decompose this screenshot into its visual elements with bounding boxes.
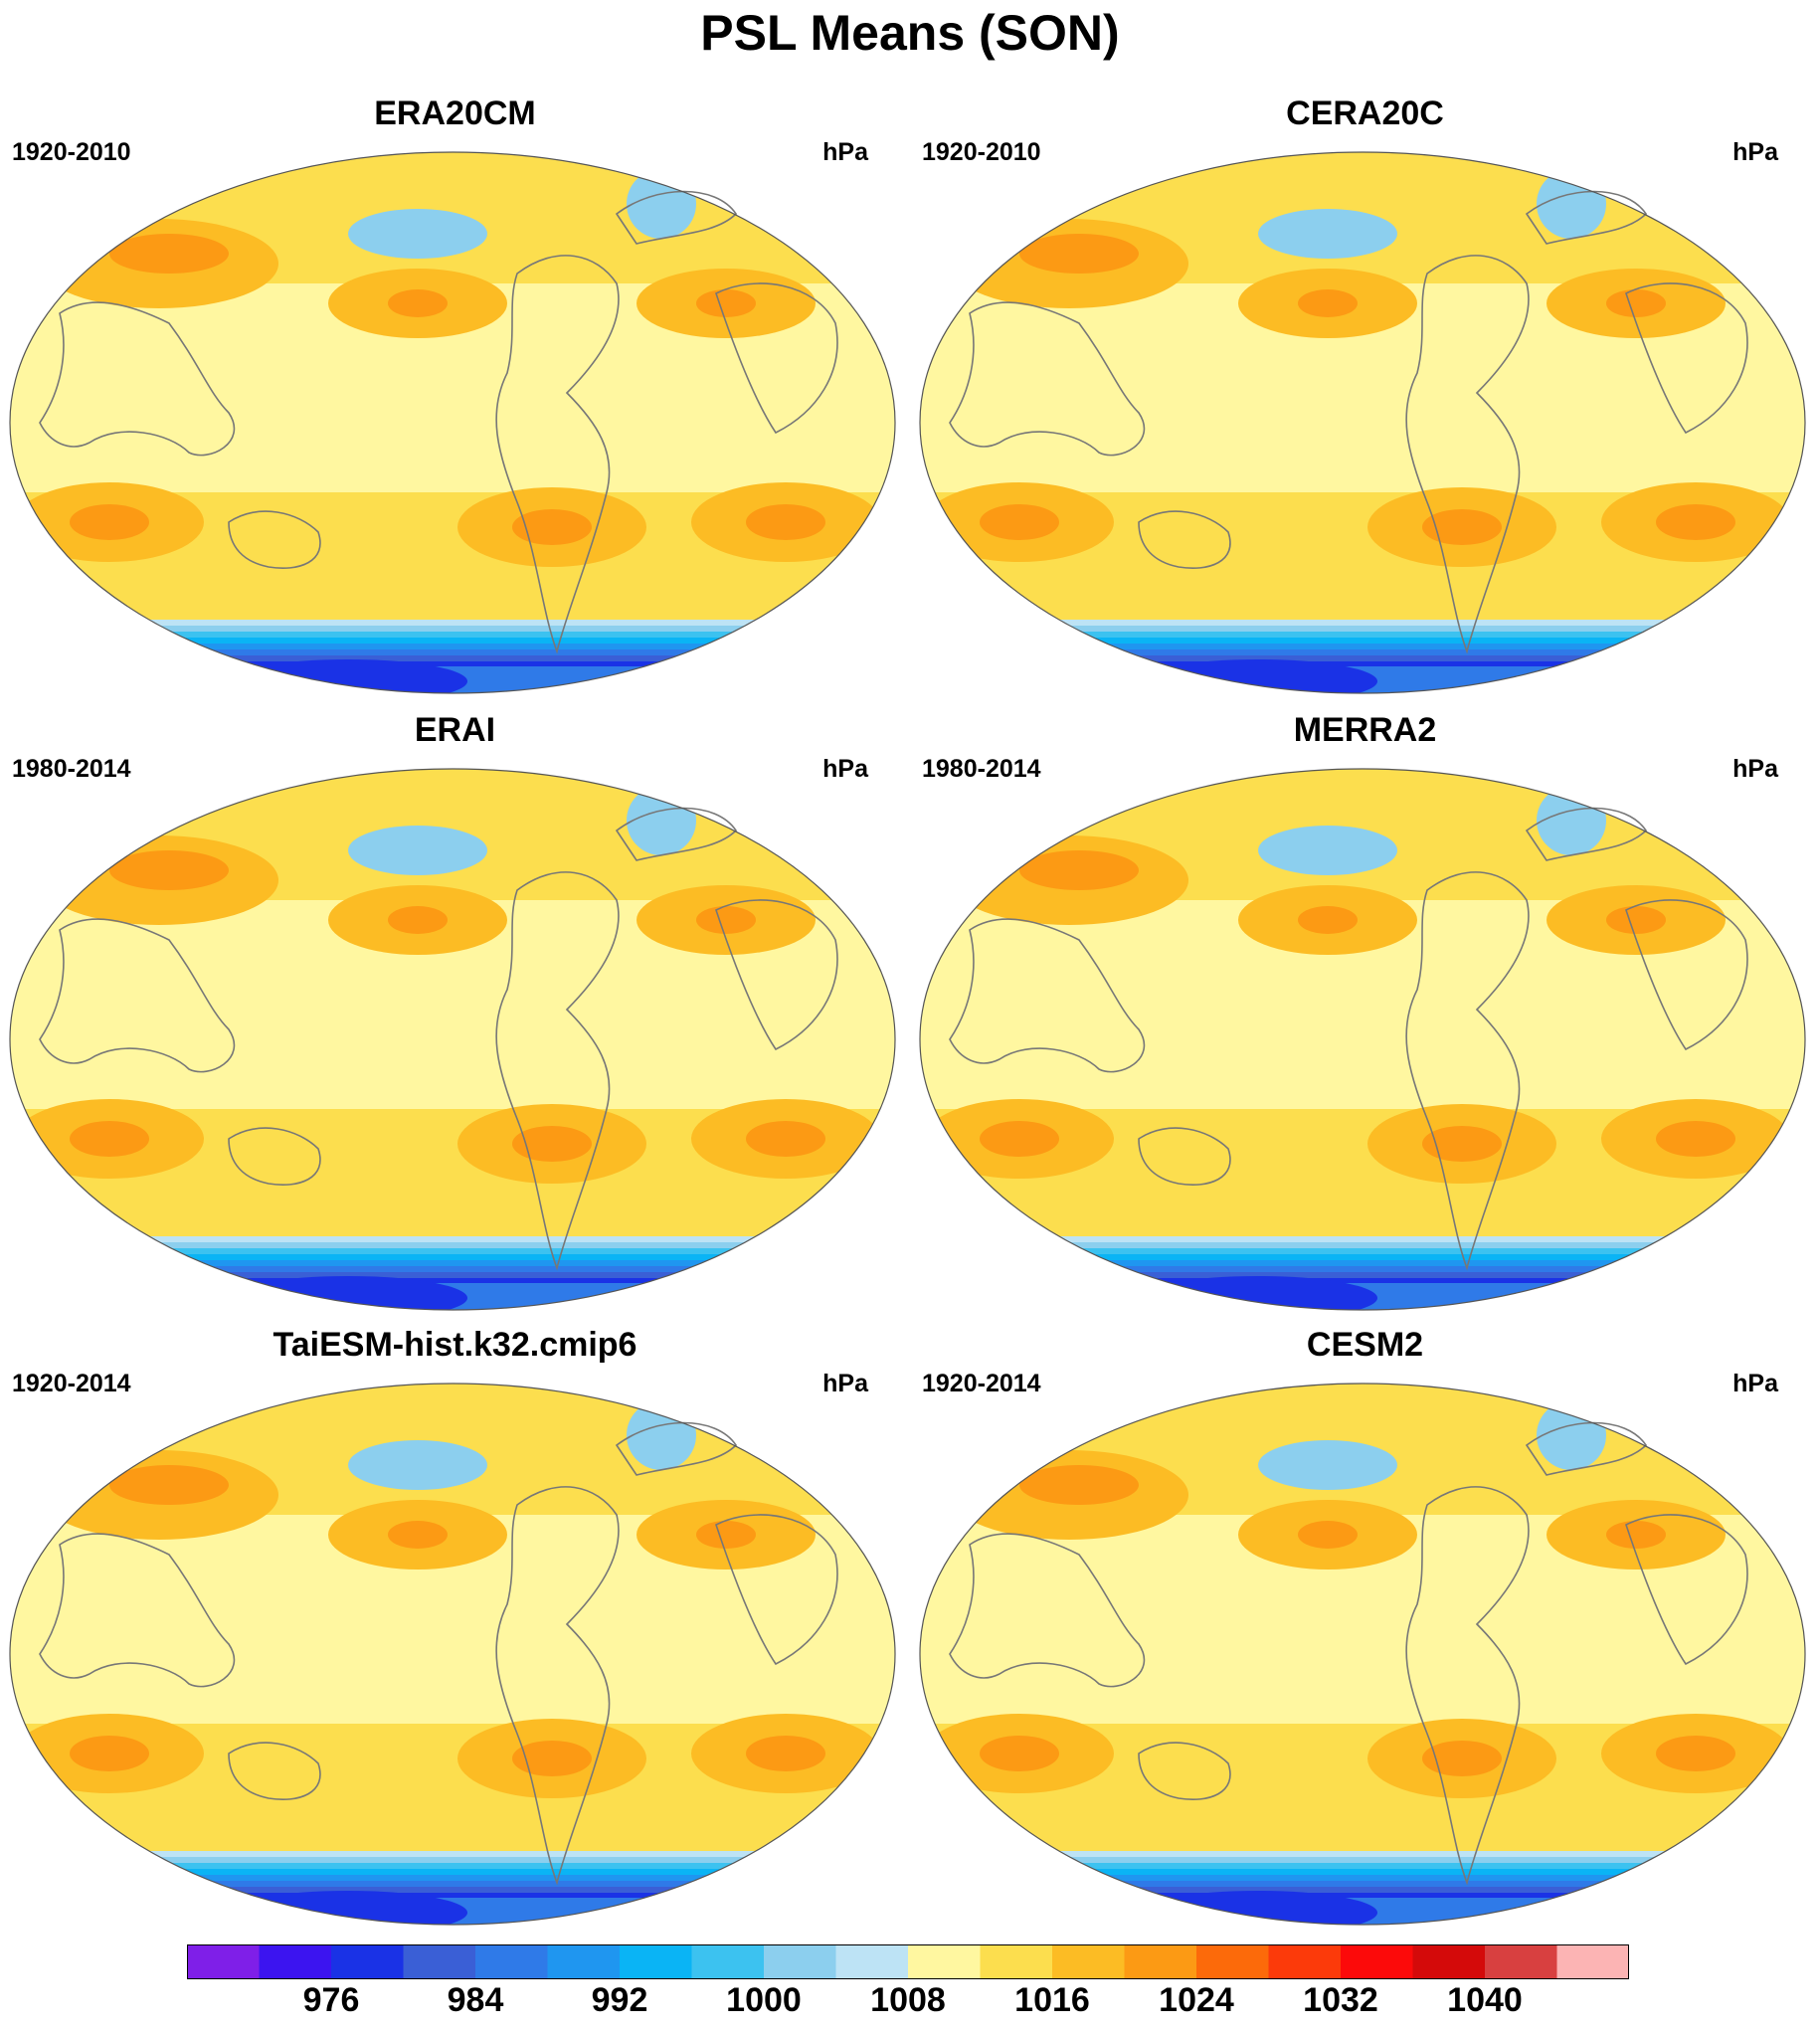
coastline [1405, 871, 1530, 1271]
panel-units: hPa [822, 755, 868, 783]
colorbar-swatch [1341, 1944, 1413, 1979]
colorbar-swatch [980, 1944, 1053, 1979]
panel-title: MERRA2 [1293, 711, 1437, 749]
coastline [1525, 190, 1648, 245]
coastline [1138, 510, 1231, 569]
colorbar-swatch [187, 1944, 260, 1979]
coastline [39, 301, 236, 457]
panel-title: CERA20C [1286, 94, 1444, 132]
coastline [39, 918, 236, 1073]
psl-map [919, 151, 1806, 694]
coastline [949, 918, 1146, 1073]
coastline [1625, 1514, 1748, 1666]
colorbar-swatch [475, 1944, 548, 1979]
coastline [949, 1533, 1146, 1688]
coastline [1625, 282, 1748, 435]
panel-title: ERAI [414, 711, 496, 749]
coastline [495, 255, 620, 654]
coastline [39, 1533, 236, 1688]
colorbar-swatch [691, 1944, 765, 1979]
colorbar-swatch [835, 1944, 909, 1979]
coastline [228, 1742, 321, 1800]
colorbar-tick-label: 992 [591, 1981, 648, 2019]
coastline [1138, 1127, 1231, 1186]
coastline [715, 1514, 838, 1666]
colorbar-tick-label: 1032 [1303, 1981, 1378, 2019]
map-panel: TaiESM-hist.k32.cmip6 1920-2014 hPa [0, 1326, 910, 1942]
coastline [495, 871, 620, 1271]
colorbar-swatch [1485, 1944, 1557, 1979]
colorbar-swatch [1196, 1944, 1269, 1979]
colorbar-tick-label: 984 [447, 1981, 504, 2019]
panel-units: hPa [1732, 138, 1778, 166]
map-panel: ERAI 1980-2014 hPa [0, 711, 910, 1328]
coastline [1525, 807, 1648, 861]
panel-title: TaiESM-hist.k32.cmip6 [273, 1326, 637, 1364]
psl-map [919, 1383, 1806, 1926]
coastline [228, 510, 321, 569]
panel-period: 1920-2010 [922, 138, 1041, 166]
colorbar-swatch [620, 1944, 692, 1979]
colorbar-swatch [908, 1944, 981, 1979]
panel-period: 1920-2014 [922, 1370, 1041, 1397]
panel-period: 1980-2014 [922, 755, 1041, 783]
coastline [949, 301, 1146, 457]
colorbar-tick-label: 1040 [1447, 1981, 1523, 2019]
colorbar-swatches [187, 1944, 1630, 1979]
psl-map [9, 151, 896, 694]
panel-units: hPa [822, 138, 868, 166]
colorbar-tick-label: 976 [302, 1981, 360, 2019]
colorbar-tick-label: 1008 [870, 1981, 946, 2019]
coastline [1405, 1486, 1530, 1886]
main-title: PSL Means (SON) [700, 5, 1120, 61]
coastline [615, 1421, 738, 1476]
panel-period: 1920-2010 [12, 138, 131, 166]
colorbar-swatch [1268, 1944, 1342, 1979]
colorbar-labels: 976 984 992 1000 1008 1016 1024 1032 1040 [0, 1979, 1820, 2029]
coastline [1525, 1421, 1648, 1476]
psl-map [919, 768, 1806, 1311]
colorbar-swatch [547, 1944, 621, 1979]
coastline [715, 899, 838, 1051]
colorbar-swatch [403, 1944, 476, 1979]
colorbar-tick-label: 1016 [1014, 1981, 1090, 2019]
colorbar-swatch [764, 1944, 836, 1979]
colorbar-swatch [331, 1944, 404, 1979]
panel-period: 1980-2014 [12, 755, 131, 783]
panel-units: hPa [822, 1370, 868, 1397]
panel-units: hPa [1732, 1370, 1778, 1397]
colorbar [187, 1944, 1630, 1979]
coastline [1625, 899, 1748, 1051]
coastline [615, 190, 738, 245]
map-panel: ERA20CM 1920-2010 hPa [0, 94, 910, 711]
coastline [1405, 255, 1530, 654]
colorbar-swatch [1412, 1944, 1486, 1979]
map-panel: CERA20C 1920-2010 hPa [910, 94, 1820, 711]
coastline [495, 1486, 620, 1886]
colorbar-swatch [259, 1944, 332, 1979]
colorbar-swatch [1124, 1944, 1197, 1979]
panel-title: ERA20CM [374, 94, 536, 132]
panel-period: 1920-2014 [12, 1370, 131, 1397]
coastline [228, 1127, 321, 1186]
coastline [715, 282, 838, 435]
psl-map [9, 1383, 896, 1926]
colorbar-tick-label: 1024 [1159, 1981, 1234, 2019]
panel-title: CESM2 [1306, 1326, 1424, 1364]
panel-units: hPa [1732, 755, 1778, 783]
coastline [1138, 1742, 1231, 1800]
coastline [615, 807, 738, 861]
psl-map [9, 768, 896, 1311]
colorbar-swatch [1052, 1944, 1125, 1979]
colorbar-swatch [1556, 1944, 1630, 1979]
map-panel: MERRA2 1980-2014 hPa [910, 711, 1820, 1328]
map-panel: CESM2 1920-2014 hPa [910, 1326, 1820, 1942]
colorbar-tick-label: 1000 [726, 1981, 802, 2019]
